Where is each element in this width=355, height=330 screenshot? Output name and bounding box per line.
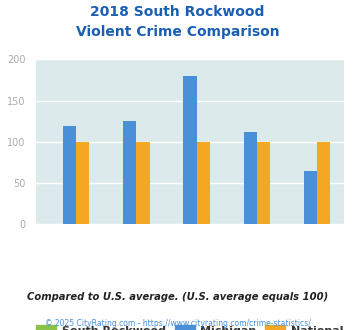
Bar xyxy=(317,142,330,224)
Text: 2018 South Rockwood: 2018 South Rockwood xyxy=(90,5,265,19)
Bar xyxy=(197,142,210,224)
Bar xyxy=(183,76,197,224)
Bar xyxy=(63,126,76,224)
Bar xyxy=(257,142,270,224)
Bar xyxy=(76,142,89,224)
Text: © 2025 CityRating.com - https://www.cityrating.com/crime-statistics/: © 2025 CityRating.com - https://www.city… xyxy=(45,319,310,328)
Bar xyxy=(123,121,136,224)
Bar xyxy=(136,142,149,224)
Legend: South Rockwood, Michigan, National: South Rockwood, Michigan, National xyxy=(32,321,348,330)
Bar xyxy=(244,132,257,224)
Text: Violent Crime Comparison: Violent Crime Comparison xyxy=(76,25,279,39)
Text: Compared to U.S. average. (U.S. average equals 100): Compared to U.S. average. (U.S. average … xyxy=(27,292,328,302)
Bar xyxy=(304,171,317,224)
